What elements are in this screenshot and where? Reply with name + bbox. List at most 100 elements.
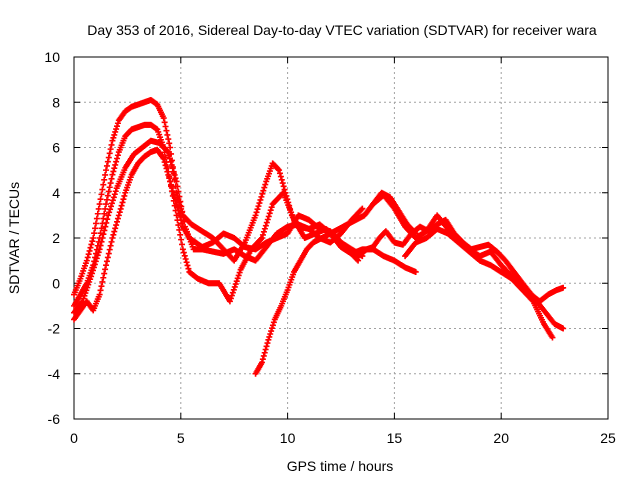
data-point [174,183,181,190]
x-tick-labels: 0 5 10 15 20 25 [70,430,616,446]
data-point [165,136,172,143]
series-track-4 [71,146,366,323]
series-track-6 [355,216,567,305]
data-point [175,222,182,229]
data-point [101,210,108,217]
y-tick-label: 8 [52,94,60,110]
data-point [167,178,174,185]
series-layer [71,96,567,377]
data-point [109,197,116,204]
data-point [108,203,115,210]
data-point [412,268,419,275]
data-point [85,251,92,258]
data-point [233,278,240,285]
data-point [101,227,108,234]
data-point [269,325,276,332]
data-point [83,257,90,264]
data-point [102,223,109,230]
data-point [114,215,121,222]
data-point [110,134,117,141]
data-point [121,192,128,199]
data-point [110,231,117,238]
data-point [172,175,179,182]
series-track-2 [71,121,362,309]
data-point [260,228,267,235]
data-point [106,184,113,191]
data-point [89,270,96,277]
data-point [160,155,167,162]
data-point [111,131,118,138]
data-point [173,178,180,185]
data-point [232,281,239,288]
data-point [111,165,118,172]
data-point [108,238,115,245]
data-point [162,162,169,169]
data-point [229,289,236,296]
data-point [258,235,265,241]
data-point [178,236,185,243]
data-point [95,205,102,212]
data-point [173,201,180,208]
data-point [110,194,117,201]
data-point [108,141,115,148]
data-point [256,200,263,207]
x-tick-label: 5 [177,430,185,446]
data-point [104,216,111,223]
data-point [116,209,123,216]
y-tick-labels: -6 -4 -2 0 2 4 6 8 10 [44,49,60,427]
data-point [265,336,272,343]
data-point [171,194,178,201]
data-point [182,256,189,263]
data-point [104,192,111,199]
data-point [99,278,106,285]
data-point [113,126,120,133]
data-point [94,210,101,217]
data-point [161,159,168,166]
data-point [267,330,274,337]
data-point [170,191,177,198]
y-tick-label: -4 [48,366,61,382]
data-point [176,226,183,233]
data-point [102,171,109,178]
data-point [261,349,268,356]
data-point [164,149,171,156]
data-point [278,176,285,183]
data-point [226,298,233,305]
data-point [258,193,265,200]
data-point [114,218,121,225]
data-point [105,212,112,219]
data-point [114,123,121,130]
y-tick-label: 2 [52,230,60,246]
data-point [93,255,100,262]
data-point [109,137,116,144]
data-point [113,222,120,229]
data-point [160,115,167,122]
data-point [183,259,190,266]
y-tick-label: 0 [52,275,60,291]
data-point [231,283,238,290]
data-point [112,128,119,135]
chart-title: Day 353 of 2016, Sidereal Day-to-day VTE… [87,22,597,38]
data-point [263,343,270,350]
data-point [177,231,184,238]
x-tick-label: 25 [600,430,616,446]
data-point [358,206,365,213]
data-point [164,168,171,175]
data-point [112,225,119,232]
data-point [168,184,175,191]
data-point [106,150,113,157]
data-point [87,244,94,251]
data-point [90,264,97,271]
data-point [107,180,114,187]
data-point [109,171,116,178]
data-point [263,219,270,226]
data-point [262,222,269,229]
data-point [175,207,182,214]
data-point [118,202,125,209]
data-point [103,219,110,226]
data-point [258,359,265,366]
data-point [92,225,99,232]
data-point [174,204,181,211]
data-point [234,275,241,282]
